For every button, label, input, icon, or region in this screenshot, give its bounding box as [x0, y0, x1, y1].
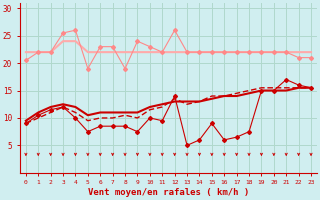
- X-axis label: Vent moyen/en rafales ( km/h ): Vent moyen/en rafales ( km/h ): [88, 188, 249, 197]
